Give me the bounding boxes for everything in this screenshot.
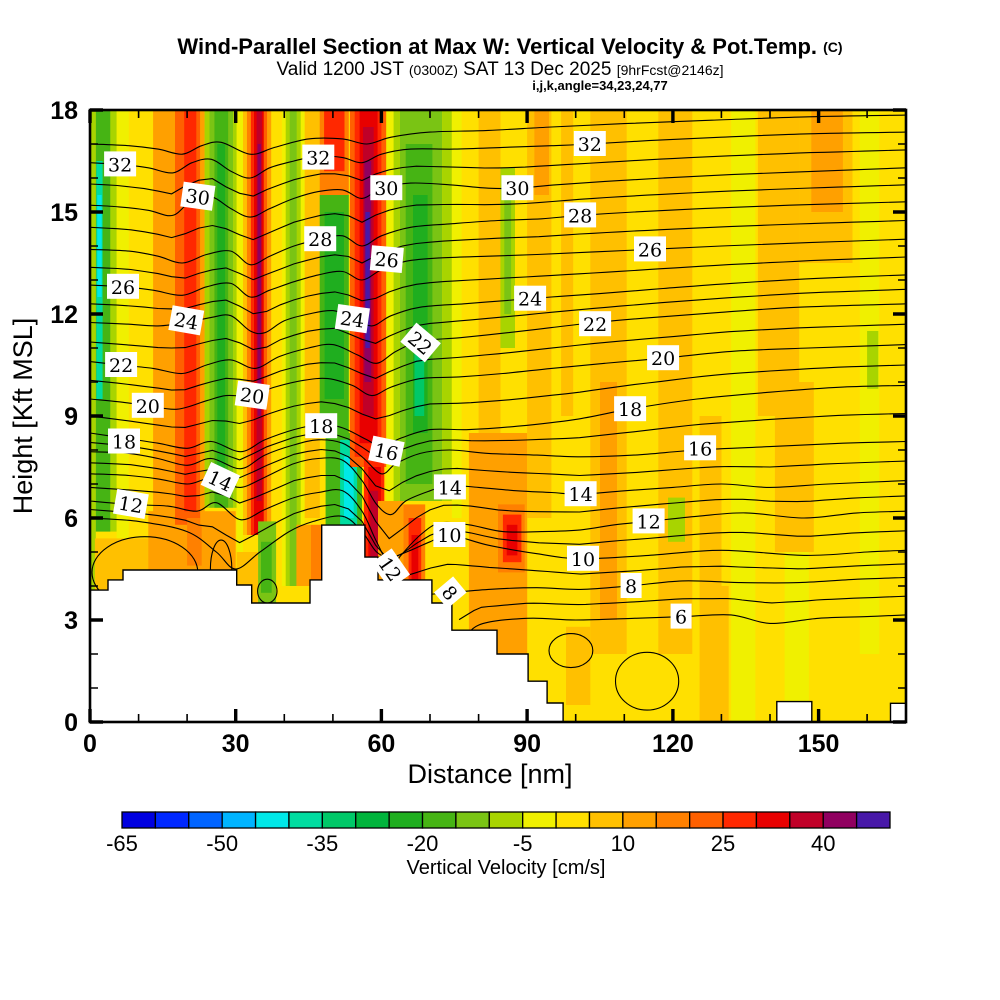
- valid-date-text: SAT 13 Dec 2025: [457, 59, 617, 80]
- svg-text:28: 28: [308, 229, 332, 251]
- svg-text:16: 16: [372, 439, 400, 466]
- svg-text:40: 40: [811, 831, 835, 856]
- svg-text:16: 16: [688, 438, 712, 460]
- svg-text:10: 10: [611, 831, 635, 856]
- svg-text:24: 24: [518, 289, 542, 311]
- svg-text:120: 120: [652, 730, 694, 758]
- chart-title-units: (C): [823, 39, 843, 55]
- svg-text:32: 32: [306, 148, 330, 170]
- y-axis-title: Height [Kft MSL]: [8, 318, 38, 515]
- svg-text:30: 30: [184, 185, 211, 210]
- svg-text:90: 90: [513, 730, 541, 758]
- svg-text:-50: -50: [206, 831, 238, 856]
- svg-text:30: 30: [222, 730, 250, 758]
- svg-text:6: 6: [675, 607, 687, 629]
- svg-text:30: 30: [374, 178, 398, 200]
- grid-index-annotation: i,j,k,angle=34,23,24,77: [532, 78, 668, 93]
- svg-text:32: 32: [578, 134, 602, 156]
- svg-text:15: 15: [50, 199, 78, 227]
- svg-text:26: 26: [374, 249, 400, 273]
- svg-text:12: 12: [117, 492, 145, 518]
- colorbar-title: Vertical Velocity [cm/s]: [407, 857, 606, 879]
- axes: [88, 108, 908, 724]
- svg-text:0: 0: [83, 730, 97, 758]
- svg-text:-5: -5: [513, 831, 533, 856]
- svg-text:20: 20: [651, 348, 675, 370]
- svg-text:25: 25: [711, 831, 735, 856]
- svg-text:18: 18: [50, 97, 78, 125]
- svg-text:9: 9: [64, 403, 78, 431]
- x-axis-title: Distance [nm]: [407, 759, 572, 789]
- svg-text:14: 14: [438, 477, 462, 499]
- svg-text:8: 8: [625, 576, 637, 598]
- svg-text:24: 24: [172, 309, 200, 335]
- svg-text:22: 22: [583, 314, 607, 336]
- svg-text:6: 6: [64, 505, 78, 533]
- svg-text:18: 18: [618, 399, 642, 421]
- svg-text:26: 26: [638, 239, 662, 261]
- svg-text:18: 18: [309, 416, 333, 438]
- y-axis-tick-labels: 0 3 6 9 12 15 18: [50, 97, 78, 737]
- svg-text:30: 30: [505, 178, 529, 200]
- svg-text:26: 26: [111, 277, 135, 299]
- chart-title-text: Wind-Parallel Section at Max W: Vertical…: [177, 34, 818, 59]
- svg-text:10: 10: [437, 525, 461, 547]
- svg-text:14: 14: [569, 484, 593, 506]
- svg-text:150: 150: [798, 730, 840, 758]
- x-axis-tick-labels: 0 30 60 90 120 150: [83, 730, 839, 758]
- svg-text:18: 18: [112, 432, 136, 454]
- svg-text:60: 60: [367, 730, 395, 758]
- valid-time-text: Valid 1200 JST: [276, 59, 409, 80]
- svg-text:0: 0: [64, 709, 78, 737]
- colorbar: -65 -50 -35 -20 -5 10 25 40 Vertical Velocity [c…: [106, 811, 891, 879]
- svg-text:22: 22: [109, 355, 133, 377]
- svg-text:-20: -20: [407, 831, 439, 856]
- utc-time-text: (0300Z): [408, 62, 458, 78]
- svg-text:3: 3: [64, 607, 78, 635]
- svg-text:20: 20: [239, 384, 266, 409]
- svg-text:32: 32: [108, 154, 132, 176]
- forecast-hour-text: [9hrFcst@2146z]: [616, 62, 724, 78]
- svg-text:12: 12: [637, 511, 661, 533]
- colorbar-tick-labels: -65 -50 -35 -20 -5 10 25 40: [106, 831, 835, 856]
- svg-text:24: 24: [339, 308, 366, 333]
- svg-text:-65: -65: [106, 831, 138, 856]
- svg-text:10: 10: [571, 549, 595, 571]
- svg-text:12: 12: [50, 301, 78, 329]
- chart-title: Wind-Parallel Section at Max W: Vertical…: [10, 34, 1000, 60]
- svg-text:20: 20: [136, 396, 160, 418]
- svg-text:-35: -35: [306, 831, 338, 856]
- chart-subtitle: Valid 1200 JST (0300Z) SAT 13 Dec 2025 […: [0, 59, 1000, 81]
- svg-text:28: 28: [568, 205, 592, 227]
